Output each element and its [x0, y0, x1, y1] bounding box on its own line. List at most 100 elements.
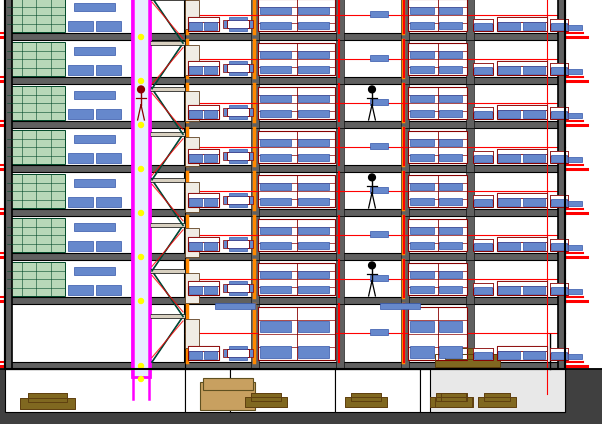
Bar	[229, 28, 247, 31]
Bar	[473, 107, 493, 119]
Bar	[523, 66, 544, 74]
Bar	[251, 84, 259, 128]
Bar	[227, 20, 249, 28]
Bar	[523, 198, 544, 206]
Bar	[498, 242, 520, 250]
Bar	[7, 42, 65, 76]
Bar	[497, 149, 547, 163]
Circle shape	[368, 174, 376, 181]
Bar	[336, 128, 344, 172]
Bar	[523, 351, 544, 359]
Bar	[260, 139, 291, 146]
Bar	[523, 110, 544, 118]
Bar	[5, 362, 185, 369]
Bar	[249, 20, 253, 28]
Bar	[410, 346, 433, 358]
Bar	[498, 110, 520, 118]
Bar	[551, 112, 567, 118]
Bar	[550, 195, 568, 207]
Bar	[466, 172, 474, 216]
Bar	[7, 130, 65, 164]
Bar	[188, 61, 219, 75]
Bar	[439, 95, 462, 102]
Bar	[150, 223, 185, 227]
Bar	[5, 297, 185, 304]
Bar	[185, 362, 565, 369]
Bar	[7, 218, 65, 252]
Bar	[401, 216, 409, 260]
Bar	[473, 283, 493, 288]
Bar	[478, 397, 516, 407]
Circle shape	[138, 123, 143, 128]
Bar	[188, 193, 219, 198]
Bar	[410, 227, 433, 234]
Bar	[260, 321, 291, 332]
Bar	[466, 84, 474, 128]
Bar	[227, 284, 249, 292]
Bar	[352, 393, 380, 401]
Bar	[185, 0, 565, 369]
Bar	[249, 349, 253, 357]
Bar	[249, 240, 253, 248]
Bar	[497, 105, 547, 110]
Bar	[298, 286, 329, 293]
Bar	[96, 285, 121, 295]
Bar	[249, 108, 253, 116]
Bar	[408, 87, 467, 119]
Bar	[189, 66, 202, 74]
Bar	[204, 66, 217, 74]
Bar	[223, 20, 227, 28]
Bar	[229, 281, 247, 284]
Bar	[435, 397, 473, 407]
Bar	[96, 65, 121, 75]
Bar	[251, 304, 259, 369]
Bar	[473, 239, 493, 251]
Bar	[245, 397, 287, 407]
Bar	[68, 241, 93, 251]
Bar	[188, 61, 219, 66]
Bar	[260, 95, 291, 102]
Bar	[189, 110, 202, 118]
Bar	[229, 346, 247, 349]
Bar	[550, 107, 568, 119]
Bar	[298, 183, 329, 190]
Bar	[188, 17, 219, 22]
Bar	[410, 66, 433, 73]
Bar	[298, 227, 329, 234]
Bar	[185, 0, 199, 29]
Bar	[497, 105, 547, 119]
Bar	[473, 19, 493, 24]
Bar	[498, 22, 520, 30]
Bar	[229, 17, 247, 20]
Bar	[260, 198, 291, 205]
Bar	[473, 348, 493, 353]
Bar	[550, 151, 568, 156]
Bar	[380, 303, 420, 309]
Bar	[20, 398, 75, 409]
Bar	[251, 128, 259, 172]
Bar	[150, 86, 185, 91]
Bar	[551, 156, 567, 162]
Bar	[188, 105, 219, 110]
Bar	[185, 137, 199, 166]
Bar	[483, 393, 510, 401]
Bar	[150, 132, 185, 136]
Bar	[5, 77, 185, 84]
Bar	[473, 19, 493, 31]
Bar	[96, 153, 121, 163]
Bar	[550, 63, 568, 68]
Bar	[336, 40, 344, 84]
Bar	[258, 131, 335, 163]
Bar	[223, 152, 227, 160]
Bar	[439, 110, 462, 117]
Bar	[336, 216, 344, 260]
Bar	[478, 397, 516, 407]
Bar	[185, 273, 199, 303]
Bar	[498, 351, 520, 359]
Bar	[189, 286, 202, 294]
Bar	[204, 154, 217, 162]
Bar	[439, 51, 462, 59]
Bar	[189, 198, 202, 206]
Bar	[188, 281, 219, 295]
Bar	[498, 286, 520, 294]
